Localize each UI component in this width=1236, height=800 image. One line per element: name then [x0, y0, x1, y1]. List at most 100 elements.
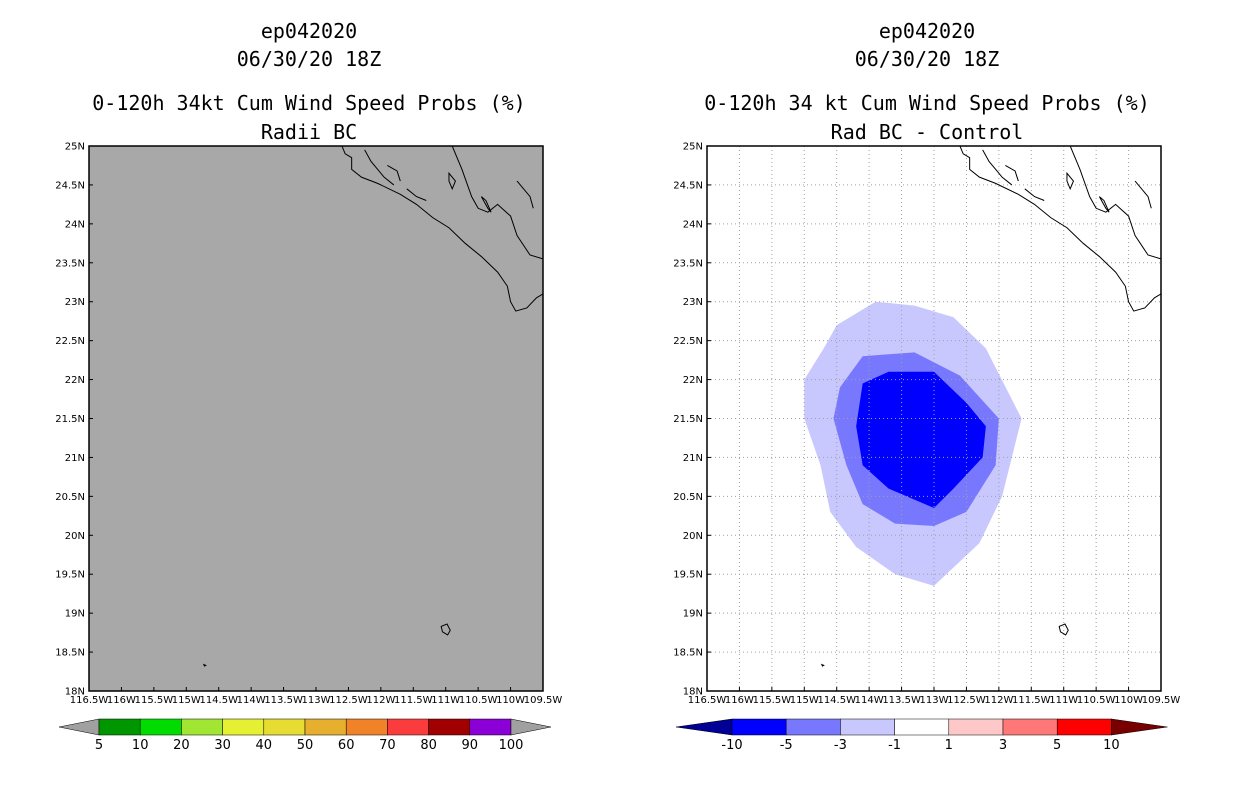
left-axis-ticks: 116.5W116W115.5W115W114.5W114W113.5W113W…: [55, 142, 562, 707]
colorbar-label: 50: [297, 738, 314, 753]
x-tick-label: 111.5W: [1012, 695, 1051, 706]
colorbar-segment: [387, 718, 429, 736]
colorbar-label: 5: [95, 738, 103, 753]
island-outline: [202, 663, 207, 667]
y-tick-label: 21.5N: [55, 414, 85, 425]
island-outline: [1098, 196, 1110, 213]
colorbar-segment: [469, 718, 512, 736]
coastline-segment: [1069, 146, 1161, 260]
colorbar-segment: [840, 718, 895, 736]
x-tick-label: 110.5W: [459, 695, 498, 706]
x-tick-label: 109.5W: [1142, 695, 1181, 706]
island-outline: [1066, 171, 1075, 191]
colorbar-segment: [731, 718, 787, 736]
colorbar-segment: [222, 718, 265, 736]
y-tick-label: 19.5N: [55, 570, 85, 581]
colorbar-label: 20: [173, 738, 190, 753]
right-storm-id: ep042020: [879, 19, 975, 43]
y-tick-label: 23N: [65, 297, 85, 308]
y-tick-label: 24.5N: [55, 180, 85, 191]
right-gridlines: [707, 146, 1161, 691]
colorbar-segment: [785, 718, 841, 736]
y-tick-label: 21N: [65, 453, 85, 464]
island-outline: [448, 171, 457, 191]
y-tick-label: 25N: [65, 142, 85, 153]
coastline-segment: [982, 149, 1013, 186]
x-tick-label: 115W: [790, 695, 819, 706]
colorbar-segment: [894, 718, 950, 736]
x-tick-label: 116W: [725, 695, 754, 706]
y-tick-label: 20N: [683, 531, 703, 542]
island-outline: [480, 196, 492, 213]
x-tick-label: 115W: [172, 695, 201, 706]
y-tick-label: 19.5N: [673, 570, 703, 581]
colorbar-label: 90: [462, 738, 479, 753]
left-coastline: [202, 146, 543, 667]
right-colorbar: -10 -5 -3 -1 1 3 5 10: [675, 718, 1168, 753]
island-outline: [1058, 623, 1069, 636]
colorbar-label: 30: [214, 738, 231, 753]
colorbar-segment: [345, 718, 388, 736]
x-tick-label: 113.5W: [264, 695, 303, 706]
left-datetime: 06/30/20 18Z: [237, 47, 382, 71]
y-tick-label: 18.5N: [55, 648, 85, 659]
y-tick-label: 23N: [683, 297, 703, 308]
y-tick-label: 19N: [65, 609, 85, 620]
colorbar-segment: [181, 718, 223, 736]
colorbar-label: -3: [834, 738, 847, 753]
colorbar-label: -1: [888, 738, 901, 753]
x-tick-label: 112W: [366, 695, 395, 706]
y-tick-label: 18.5N: [673, 648, 703, 659]
coastline-segment: [516, 180, 534, 209]
right-axis-ticks: 116.5W116W115.5W115W114.5W114W113.5W113W…: [673, 142, 1180, 707]
coastline-segment: [364, 149, 395, 186]
coastline-segment: [387, 165, 401, 182]
x-tick-label: 115.5W: [135, 695, 174, 706]
colorbar-label: 100: [499, 738, 524, 753]
left-map-field: [89, 146, 543, 691]
colorbar-under-triangle: [675, 718, 733, 736]
y-tick-label: 23.5N: [55, 258, 85, 269]
x-tick-label: 114W: [855, 695, 884, 706]
y-tick-label: 22.5N: [55, 336, 85, 347]
x-tick-label: 113W: [302, 695, 331, 706]
y-tick-label: 22N: [683, 375, 703, 386]
x-tick-label: 116.5W: [688, 695, 727, 706]
x-tick-label: 112.5W: [329, 695, 368, 706]
colorbar-label: -5: [780, 738, 793, 753]
colorbar-label: 60: [338, 738, 355, 753]
right-title: 0-120h 34 kt Cum Wind Speed Probs (%): [704, 91, 1150, 115]
y-tick-label: 23.5N: [673, 258, 703, 269]
x-tick-label: 114W: [237, 695, 266, 706]
x-tick-label: 113.5W: [882, 695, 921, 706]
island-outline: [820, 663, 825, 667]
x-tick-label: 110.5W: [1077, 695, 1116, 706]
coastline-segment: [1005, 165, 1019, 182]
colorbar-segment: [1056, 718, 1112, 736]
colorbar-segment: [428, 718, 471, 736]
colorbar-segment: [263, 718, 306, 736]
right-coastline: [820, 146, 1161, 667]
coastline-segment: [406, 188, 427, 201]
colorbar-label: 3: [999, 738, 1007, 753]
x-tick-label: 116.5W: [70, 695, 109, 706]
right-contours: [804, 301, 1022, 586]
colorbar-label: 70: [379, 738, 396, 753]
y-tick-label: 25N: [683, 142, 703, 153]
x-tick-label: 111.5W: [394, 695, 433, 706]
left-colorbar: 5 10 20 30 40 50 60 70 80 90 100: [58, 718, 552, 753]
x-tick-label: 111W: [1049, 695, 1078, 706]
x-tick-label: 115.5W: [753, 695, 792, 706]
colorbar-segment: [948, 718, 1004, 736]
contour-fill: [856, 371, 986, 509]
y-tick-label: 20N: [65, 531, 85, 542]
y-tick-label: 22.5N: [673, 336, 703, 347]
x-tick-label: 116W: [107, 695, 136, 706]
left-storm-id: ep042020: [261, 19, 357, 43]
island-outline: [440, 623, 451, 636]
right-datetime: 06/30/20 18Z: [855, 47, 1000, 71]
colorbar-segment: [1002, 718, 1058, 736]
x-tick-label: 114.5W: [817, 695, 856, 706]
coastline-segment: [341, 146, 543, 312]
